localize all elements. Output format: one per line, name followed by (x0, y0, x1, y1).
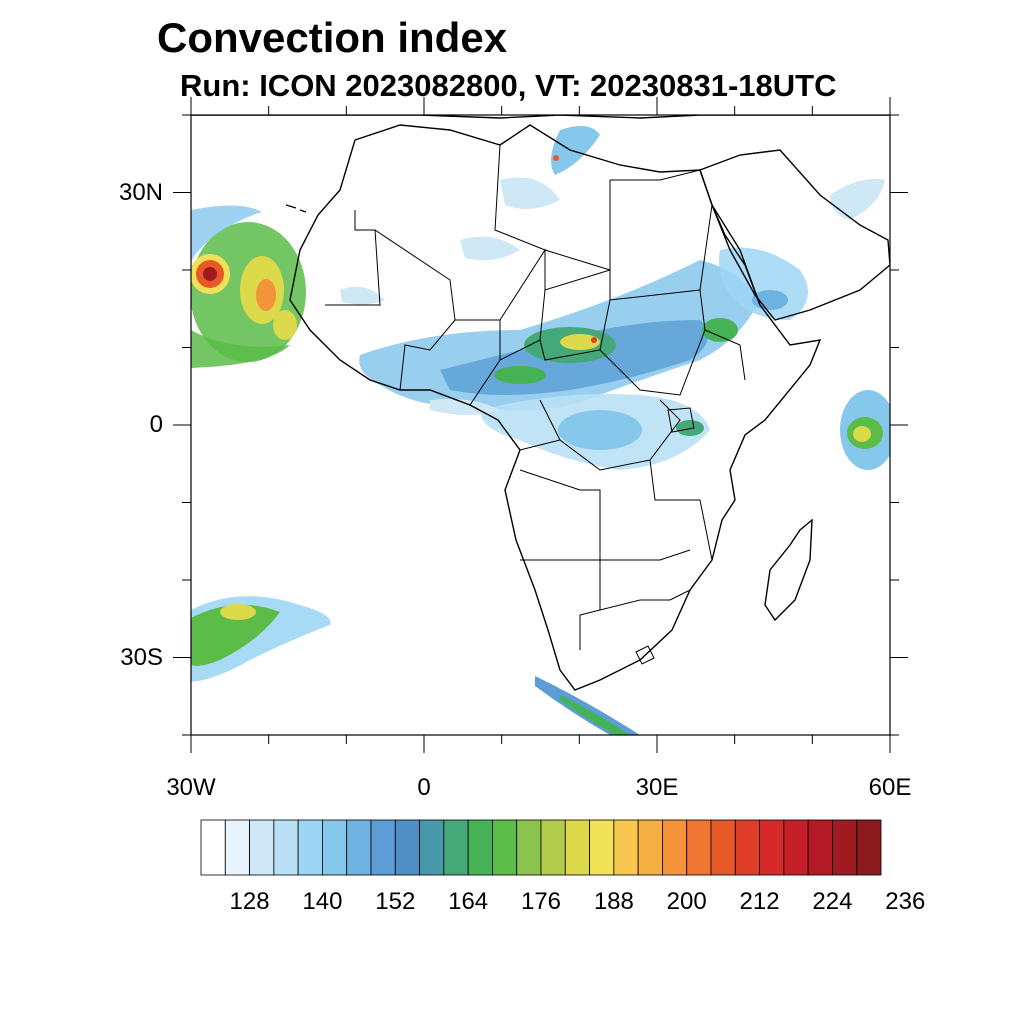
colorbar-label: 176 (520, 888, 562, 915)
colorbar-swatch (467, 819, 493, 876)
colorbar-swatch (783, 819, 809, 876)
colorbar-swatch (613, 819, 639, 876)
africa-outline (289, 124, 822, 691)
colorbar-label: 128 (229, 888, 270, 915)
chart-subtitle: Run: ICON 2023082800, VT: 20230831-18UTC (180, 68, 837, 103)
convection-field (191, 126, 890, 735)
colorbar-swatch (249, 819, 275, 876)
lake-victoria (667, 407, 695, 433)
colorbar-swatch (856, 819, 882, 876)
border-lines (325, 144, 746, 650)
colorbar-swatch (734, 819, 760, 876)
x-tick-label: 0 (417, 774, 431, 801)
colorbar-swatch (322, 819, 348, 876)
axis-ticks (173, 97, 908, 753)
colorbar-swatch (443, 819, 469, 876)
sahel-convection (359, 260, 760, 411)
colorbar-label: 164 (448, 888, 489, 915)
colorbar-label: 224 (812, 888, 853, 915)
colorbar-swatch (807, 819, 833, 876)
colorbar-swatch (492, 819, 518, 876)
lesotho (635, 645, 655, 665)
hurricane-convection (191, 205, 306, 368)
colorbar-swatch (346, 819, 372, 876)
madagascar-outline (764, 518, 813, 622)
red-sea (711, 204, 761, 306)
indian-ocean-convection (840, 390, 890, 470)
coastlines (191, 115, 890, 691)
arabia-convection (340, 126, 885, 320)
colorbar-swatch (419, 819, 445, 876)
colorbar-label: 140 (302, 888, 343, 915)
colorbar-swatch (589, 819, 615, 876)
colorbar-swatch (273, 819, 299, 876)
colorbar-swatch (370, 819, 396, 876)
colorbar-swatch (759, 819, 785, 876)
x-tick-label: 30E (635, 774, 679, 801)
arabia-outline (699, 149, 890, 321)
y-tick-label: 0 (149, 411, 163, 438)
canary-islands (285, 204, 307, 213)
colorbar-swatch (297, 819, 323, 876)
colorbar-swatch (540, 819, 566, 876)
colorbar-swatch (710, 819, 736, 876)
south-atlantic-convection (191, 596, 331, 682)
colorbar-swatch (662, 819, 688, 876)
colorbar-swatch (200, 819, 226, 876)
colorbar-label: 236 (885, 888, 926, 915)
x-tick-label: 30W (166, 774, 216, 801)
y-tick-label: 30S (120, 643, 163, 671)
colorbar-swatch (224, 819, 250, 876)
colorbar-swatch (832, 819, 858, 876)
colorbar (200, 819, 882, 876)
colorbar-label: 212 (739, 888, 780, 915)
colorbar-label: 152 (375, 888, 416, 915)
colorbar-swatch (394, 819, 420, 876)
chart-title: Convection index (157, 14, 508, 61)
country-borders (325, 144, 746, 665)
y-tick-label: 30N (118, 178, 163, 206)
colorbar-swatch (516, 819, 542, 876)
colorbar-label: 188 (593, 888, 634, 915)
x-tick-label: 60E (868, 774, 912, 801)
colorbar-swatch (564, 819, 590, 876)
colorbar-swatch (637, 819, 663, 876)
colorbar-label: 200 (666, 888, 707, 915)
southern-ocean-convection (535, 676, 640, 735)
colorbar-swatch (686, 819, 712, 876)
